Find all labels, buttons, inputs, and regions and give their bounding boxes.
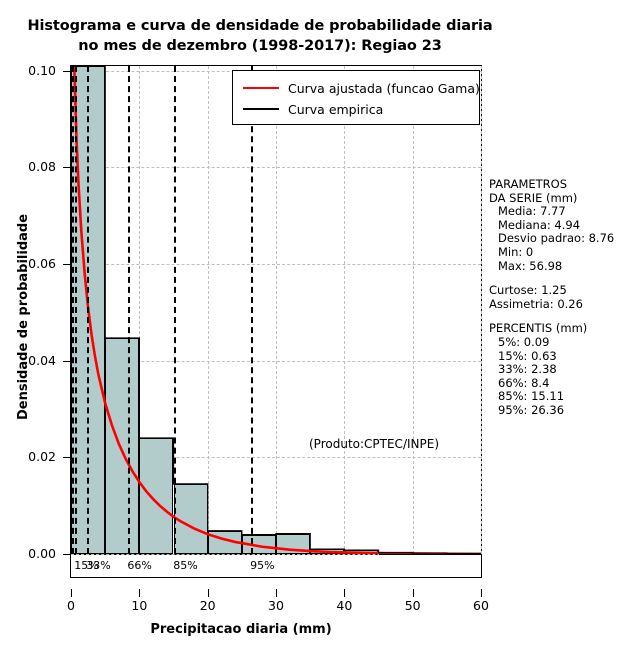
x-tick-mark: [207, 589, 209, 597]
percentile-label-15: 15%: [74, 559, 99, 572]
y-tick-label: 0.10: [28, 62, 56, 78]
stats-curtose: Curtose: 1.25: [489, 283, 567, 298]
chart-title-line2: no mes de dezembro (1998-2017): Regiao 2…: [78, 38, 442, 54]
gridline-vertical: [276, 66, 277, 554]
gridline-horizontal: [71, 264, 481, 266]
percentil-66: 66%: 8.4: [498, 375, 550, 390]
percentile-line-33: [87, 66, 90, 554]
percentile-label-85: 85%: [173, 559, 198, 572]
gridline-vertical: [344, 66, 346, 554]
legend-item-empirica: Curva empirica: [243, 100, 383, 118]
x-tick-mark: [412, 589, 414, 597]
y-tick-mark: [63, 70, 70, 72]
percentil-33: 33%: 2.38: [498, 362, 557, 377]
x-axis-label: Precipitacao diaria (mm): [150, 622, 332, 637]
stats-header-1: PARAMETROS: [489, 177, 568, 191]
statistics-panel: PARAMETROS DA SERIE (mm) Media: 7.77 Med…: [489, 177, 639, 418]
stats-assimetria: Assimetria: 0.26: [489, 296, 583, 311]
gridline-horizontal: [71, 457, 481, 459]
y-tick-label: 0.06: [28, 256, 56, 272]
percentil-95: 95%: 26.36: [498, 402, 565, 417]
percentis-header: PERCENTIS (mm): [489, 321, 588, 336]
chart-legend: Curva ajustada (funcao Gama) Curva empir…: [232, 70, 480, 125]
gridline-horizontal: [71, 167, 481, 169]
stats-media: Media: 7.77: [498, 204, 566, 219]
x-tick-label: 50: [404, 598, 421, 613]
x-tick-label: 20: [199, 598, 216, 613]
y-tick-label: 0.08: [28, 159, 56, 175]
x-tick-mark: [344, 589, 346, 597]
percentil-85: 85%: 15.11: [498, 389, 565, 404]
y-tick-mark: [63, 554, 70, 555]
fitted-gamma-curve: [71, 66, 481, 554]
y-tick-mark: [63, 457, 70, 459]
gridline-vertical: [207, 66, 209, 554]
x-tick-label: 30: [268, 598, 284, 613]
x-tick-label: 0: [67, 598, 75, 613]
x-tick-label: 40: [336, 598, 353, 613]
gridline-vertical: [412, 66, 414, 554]
chart-title-line1: Histograma e curva de densidade de proba…: [27, 18, 493, 34]
legend-label-empirica: Curva empirica: [288, 101, 384, 117]
legend-swatch-empirica: [243, 108, 279, 110]
stats-mediana: Mediana: 4.94: [498, 217, 581, 232]
stats-header-2: DA SERIE (mm): [489, 190, 578, 205]
percentile-line-95: [251, 66, 254, 554]
stats-desvio-padrao: Desvio padrao: 8.76: [498, 231, 615, 246]
gridline-vertical: [139, 66, 141, 554]
y-tick-mark: [63, 360, 70, 362]
empirical-curve: [71, 66, 481, 554]
y-tick-mark: [63, 167, 70, 169]
y-tick-label: 0.04: [28, 352, 56, 368]
percentile-line-5: [71, 66, 74, 554]
y-axis-label: Densidade de probabilidade: [16, 213, 31, 420]
produto-annotation: (Produto:CPTEC/INPE): [309, 437, 439, 451]
density-curves: [71, 66, 481, 554]
percentile-label-66: 66%: [127, 559, 152, 572]
percentile-line-85: [174, 66, 177, 554]
histogram-bar: [139, 438, 174, 554]
histogram-bar: [105, 338, 140, 554]
percentil-15: 15%: 0.63: [498, 348, 557, 363]
gridline-vertical: [481, 66, 482, 554]
legend-label-gama: Curva ajustada (funcao Gama): [288, 80, 480, 96]
gridline-horizontal: [71, 554, 481, 555]
percentil-5: 5%: 0.09: [498, 334, 550, 349]
legend-item-gama: Curva ajustada (funcao Gama): [243, 79, 480, 97]
percentile-line-15: [75, 66, 78, 554]
x-tick-label: 10: [131, 598, 148, 613]
x-tick-label: 60: [473, 598, 489, 613]
gridline-horizontal: [71, 360, 481, 362]
percentile-label-33: 33%: [86, 559, 111, 572]
plot-area: (Produto:CPTEC/INPE) Curva ajustada (fun…: [70, 65, 482, 556]
stats-min: Min: 0: [498, 244, 534, 259]
percentile-line-66: [128, 66, 131, 554]
legend-swatch-gama: [243, 87, 279, 89]
x-tick-mark: [139, 589, 141, 597]
percentile-label-95: 95%: [250, 559, 275, 572]
percentile-label-band: 15% 33% 66% 85% 95%: [70, 555, 482, 578]
x-tick-mark: [276, 589, 277, 597]
x-tick-mark: [71, 589, 72, 597]
x-tick-mark: [481, 589, 482, 597]
y-tick-label: 0.02: [28, 449, 56, 465]
y-tick-mark: [63, 264, 70, 266]
stats-max: Max: 56.98: [498, 258, 563, 273]
y-tick-label: 0.00: [28, 546, 56, 561]
